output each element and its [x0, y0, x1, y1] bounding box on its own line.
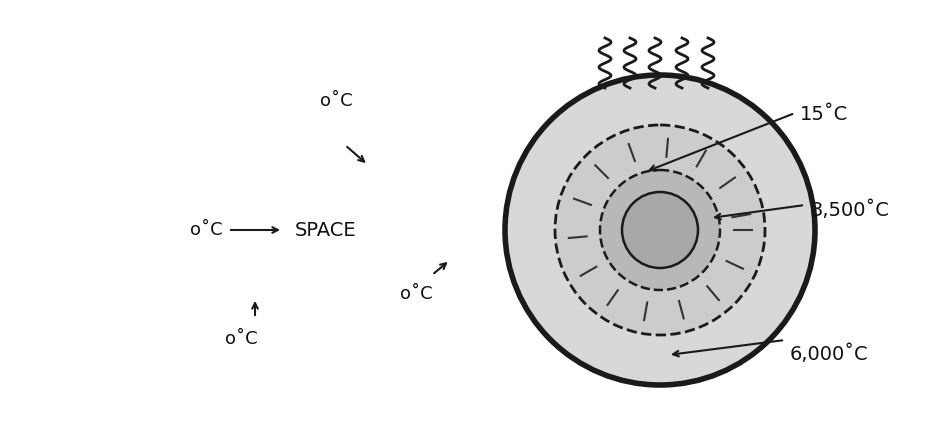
- Circle shape: [600, 170, 720, 290]
- Circle shape: [505, 75, 815, 385]
- Circle shape: [622, 192, 698, 268]
- Circle shape: [555, 125, 765, 335]
- Text: o˚C: o˚C: [190, 221, 223, 239]
- Text: o˚C: o˚C: [320, 92, 353, 110]
- Text: 3,500˚C: 3,500˚C: [810, 200, 889, 219]
- Text: SPACE: SPACE: [295, 220, 357, 240]
- Text: 15˚C: 15˚C: [800, 105, 849, 124]
- Text: o˚C: o˚C: [225, 330, 258, 348]
- Text: o˚C: o˚C: [400, 285, 432, 303]
- Text: 6,000˚C: 6,000˚C: [790, 345, 868, 364]
